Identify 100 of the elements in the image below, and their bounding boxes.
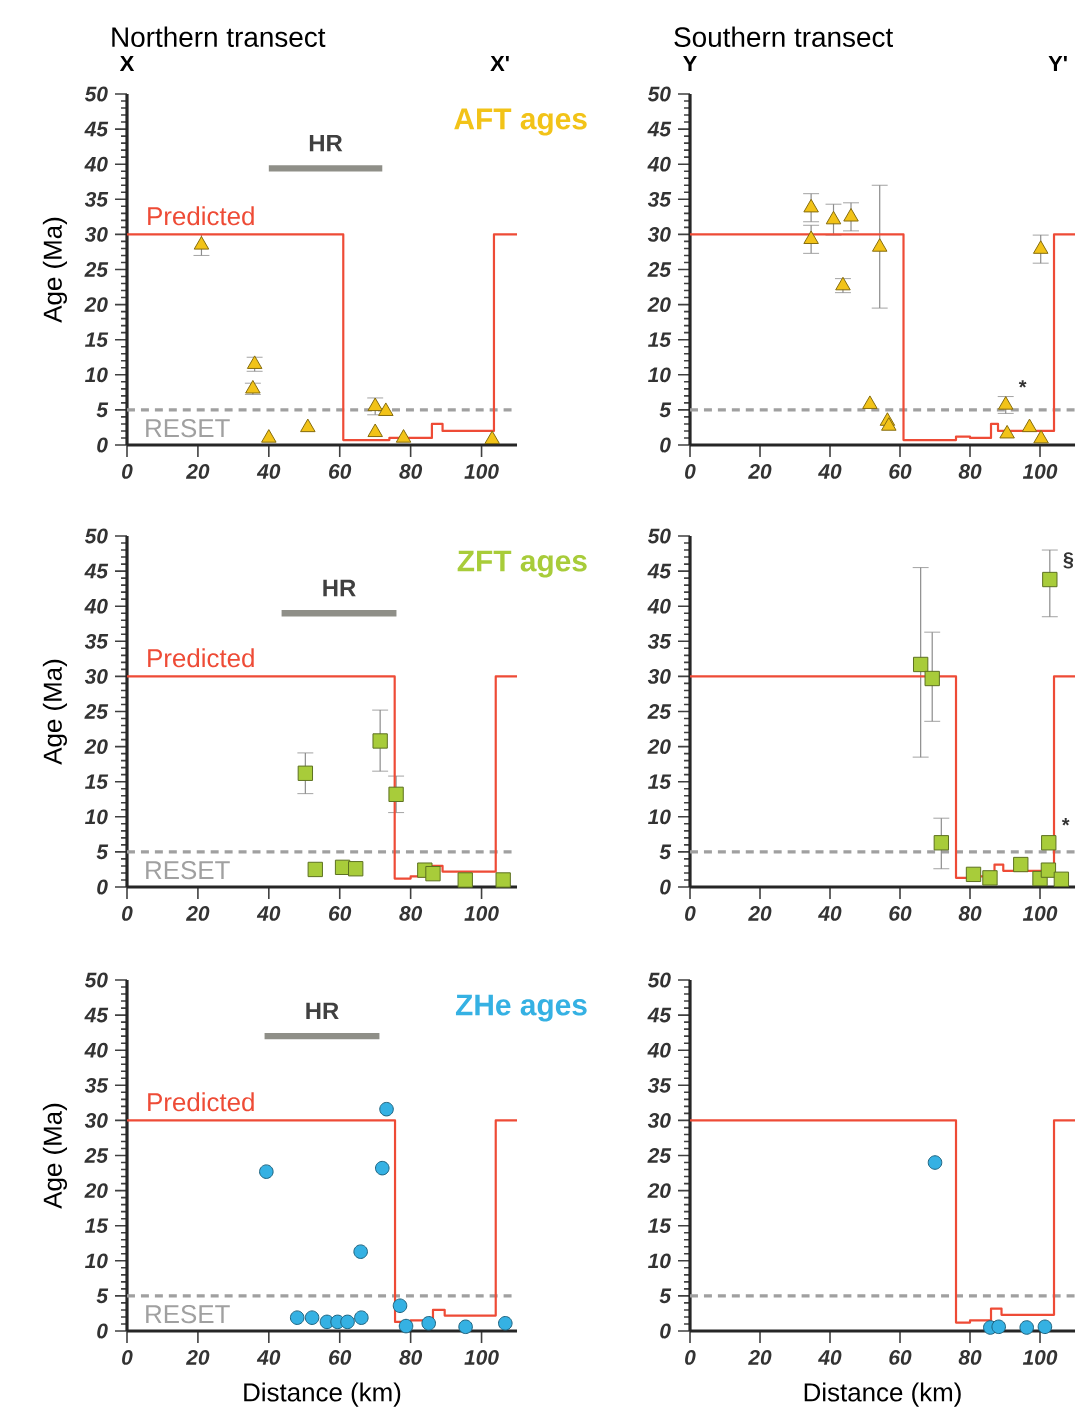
x-tick-label: 80 [399,906,423,921]
x-tick-label: 40 [256,1350,281,1365]
point [991,1319,1006,1335]
y-tick-label: 15 [648,332,672,347]
x-tick-label: 0 [685,906,696,921]
point [425,865,441,882]
x-tick-label: 20 [748,906,772,921]
annotation: * [1018,380,1027,388]
y-tick-label: 35 [647,633,672,649]
y-tick-label: 30 [647,1113,671,1128]
point [378,402,394,416]
point [825,210,842,225]
y-tick-label: 30 [84,227,108,242]
point [933,835,949,851]
y-tick-label: 20 [647,1183,671,1199]
series-label: Predicted [148,648,254,668]
point [297,765,314,781]
y-axis-title: Age (Ma) [42,217,68,323]
point [1040,862,1057,878]
point [458,1319,473,1335]
point [375,1160,390,1176]
annotation: * [1061,818,1070,826]
point [1053,871,1070,887]
y-tick-label: 0 [660,879,671,895]
point [843,207,859,222]
text: X [119,55,135,71]
x-tick-label: 0 [122,1350,133,1365]
y-tick-label: 0 [97,1323,108,1339]
x-tick-label: 20 [748,1350,772,1365]
y-tick-label: 5 [96,402,109,418]
x-tick-label: 100 [464,906,499,921]
y-tick-label: 25 [84,704,109,719]
x-tick-label: 20 [185,464,210,479]
y-tick-label: 25 [647,262,672,277]
y-tick-label: 45 [84,121,109,137]
y-tick-label: 45 [647,121,672,137]
point [1013,856,1029,873]
x-tick-label: 40 [818,464,842,479]
point [965,866,982,883]
y-tick-label: 10 [648,1253,671,1269]
point [388,786,404,802]
y-tick-label: 45 [84,563,109,579]
point [871,238,888,252]
y-tick-label: 5 [96,1288,109,1304]
y-tick-label: 30 [84,1113,108,1128]
point [495,872,511,888]
y-tick-label: 0 [660,437,671,453]
x-tick-label: 60 [329,906,352,921]
series-label: HR [306,1002,339,1020]
point [372,733,388,749]
y-tick-label: 5 [96,844,109,860]
point [340,1314,355,1330]
point [1042,571,1058,588]
y-tick-label: 15 [85,332,109,347]
y-tick-label: 20 [84,297,108,313]
text: Y' [1048,55,1067,71]
line-series [688,233,1077,442]
point [367,397,383,412]
y-axis-title: Age (Ma) [42,659,68,765]
point [881,417,897,431]
point [395,429,412,443]
point [259,1164,274,1179]
x-tick-label: 20 [185,1350,210,1365]
y-tick-label: 10 [648,367,671,383]
y-tick-label: 15 [85,1218,109,1234]
y-tick-label: 40 [84,156,108,172]
y-tick-label: 50 [84,528,108,544]
y-tick-label: 35 [647,1077,672,1093]
point [924,670,940,687]
point [367,423,383,438]
point [392,1298,408,1313]
line-series [125,233,519,442]
y-tick-label: 20 [647,297,671,313]
chart-title: Northern transect [112,26,326,47]
point [421,1316,436,1331]
point [1019,1320,1034,1335]
y-tick-label: 15 [85,774,109,790]
x-tick-label: 0 [122,464,133,479]
point [912,656,929,673]
y-tick-label: 50 [84,86,108,102]
x-tick-label: 80 [399,1350,423,1365]
series-label: Predicted [148,1092,254,1112]
text: AFT ages [454,108,587,136]
x-tick-label: 60 [889,906,912,921]
x-tick-label: 100 [1022,1350,1058,1365]
y-tick-label: 50 [647,86,671,102]
y-tick-label: 0 [97,879,108,895]
series-label: HR [323,579,356,597]
point [457,872,473,888]
point [1041,835,1057,851]
y-tick-label: 10 [648,809,671,825]
y-tick-label: 35 [84,191,109,207]
x-tick-label: 60 [889,1350,912,1365]
y-tick-label: 45 [647,563,672,579]
y-tick-label: 25 [84,262,109,277]
y-tick-label: 30 [647,227,671,242]
ref-line-label: RESET [146,860,230,880]
point [289,1310,305,1325]
point [1032,240,1049,254]
y-tick-label: 30 [84,669,108,684]
